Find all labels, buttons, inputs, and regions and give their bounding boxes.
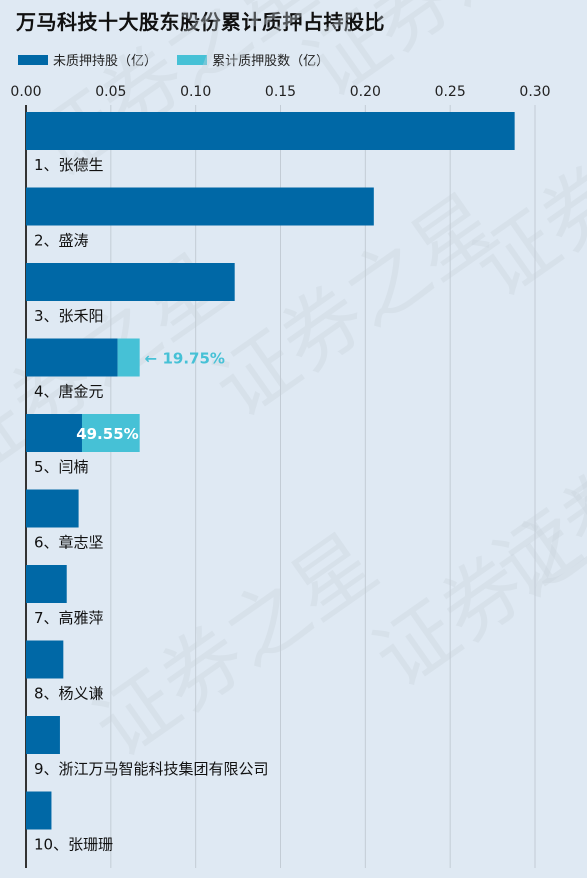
category-label: 9、浙江万马智能科技集团有限公司 [34,760,269,778]
x-tick-label: 0.30 [519,84,550,100]
x-tick-label: 0.20 [350,84,381,100]
legend-label-pledged: 累计质押股数（亿） [212,54,330,69]
x-tick-label: 0.05 [95,84,126,100]
bar-unpledged [26,263,235,301]
bar-unpledged [26,112,515,150]
legend-swatch-unpledged [18,54,48,65]
x-tick-label: 0.10 [180,84,211,100]
category-label: 5、闫楠 [34,458,89,476]
category-label: 4、唐金元 [34,383,104,401]
category-label: 10、张珊珊 [34,836,113,854]
bar-unpledged [26,640,64,679]
legend: 未质押持股（亿） 累计质押股数（亿） [18,50,345,69]
category-label: 2、盛涛 [34,232,89,250]
legend-item-pledged: 累计质押股数（亿） [177,50,329,69]
chart-title: 万马科技十大股东股份累计质押占持股比 [16,10,385,34]
category-label: 8、杨义谦 [34,685,104,703]
bar-pledged [117,338,140,377]
x-tick-label: 0.00 [10,84,41,100]
category-label: 6、章志坚 [34,534,104,552]
pledge-percent-label: ← 19.75% [145,350,225,368]
bar-unpledged [26,338,118,377]
legend-label-unpledged: 未质押持股（亿） [53,54,158,69]
bar-unpledged [26,791,52,830]
legend-item-unpledged: 未质押持股（亿） [18,50,157,69]
watermark-text: 证券之星 [78,516,393,776]
category-label: 1、张德生 [34,156,104,174]
x-tick-label: 0.25 [435,84,466,100]
bar-pledged [81,414,140,452]
bar-unpledged [26,187,374,226]
bar-unpledged [26,414,82,452]
category-label: 7、高雅萍 [34,609,104,627]
pledge-percent-label: 49.55% [76,425,138,443]
legend-swatch-pledged [177,54,208,65]
bar-unpledged [26,489,79,528]
bar-unpledged [26,565,67,603]
bar-unpledged [26,716,60,754]
x-tick-label: 0.15 [265,84,296,100]
category-label: 3、张禾阳 [34,307,104,325]
